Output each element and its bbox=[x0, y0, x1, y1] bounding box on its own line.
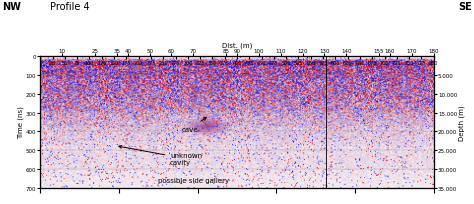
Y-axis label: Depth (m): Depth (m) bbox=[458, 105, 465, 140]
Text: cave: cave bbox=[182, 118, 206, 132]
Text: NW: NW bbox=[2, 2, 21, 12]
Text: possible side gallery: possible side gallery bbox=[158, 177, 229, 183]
Text: unknown
cavity: unknown cavity bbox=[119, 146, 202, 165]
Y-axis label: Time (ns): Time (ns) bbox=[18, 106, 24, 139]
X-axis label: Dist. (m): Dist. (m) bbox=[222, 42, 252, 49]
Text: SE: SE bbox=[458, 2, 472, 12]
Text: Profile 4: Profile 4 bbox=[50, 2, 90, 12]
